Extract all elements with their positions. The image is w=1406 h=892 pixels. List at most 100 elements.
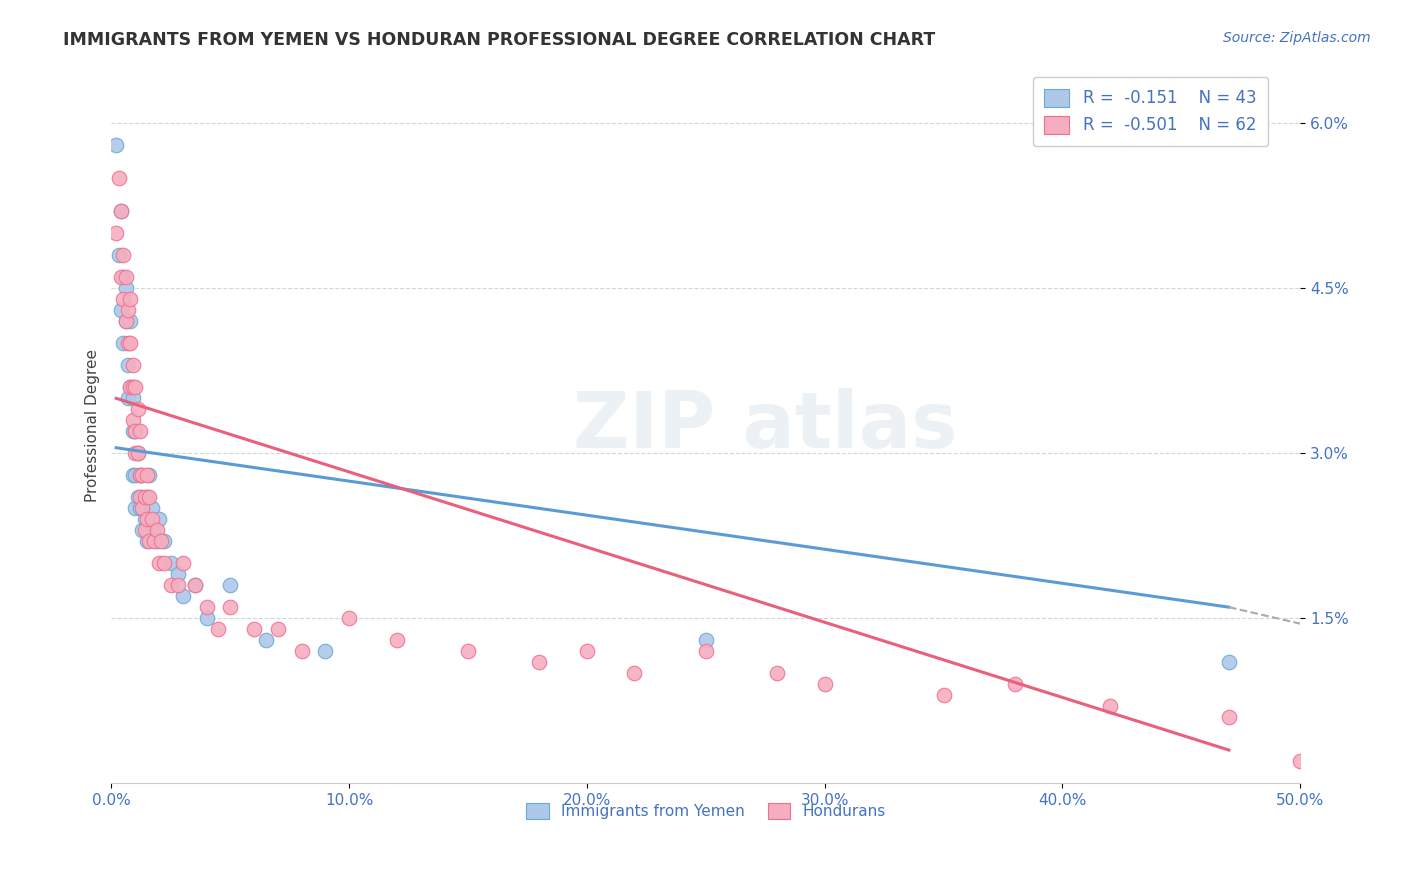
Point [1218, 655, 1240, 669]
Point [1004, 677, 1026, 691]
Point [129, 501, 152, 516]
Point [129, 424, 152, 438]
Point [124, 468, 146, 483]
Point [219, 600, 242, 615]
Point [124, 380, 146, 394]
Point [105, 227, 128, 241]
Point [623, 666, 645, 681]
Point [120, 380, 142, 394]
Point [112, 336, 135, 351]
Legend: Immigrants from Yemen, Hondurans: Immigrants from Yemen, Hondurans [520, 797, 891, 825]
Point [219, 578, 242, 592]
Point [107, 171, 129, 186]
Point [145, 523, 167, 537]
Point [121, 468, 143, 483]
Point [337, 611, 360, 625]
Point [932, 688, 955, 702]
Point [695, 644, 717, 658]
Point [207, 622, 229, 636]
Point [766, 666, 789, 681]
Point [127, 446, 149, 460]
Point [110, 270, 132, 285]
Point [127, 490, 149, 504]
Point [243, 622, 266, 636]
Point [148, 512, 170, 526]
Point [114, 281, 136, 295]
Point [134, 523, 156, 537]
Text: ZIP atlas: ZIP atlas [574, 388, 957, 464]
Point [529, 655, 551, 669]
Point [127, 446, 149, 460]
Point [107, 248, 129, 262]
Point [138, 534, 160, 549]
Point [124, 446, 146, 460]
Point [117, 336, 139, 351]
Point [195, 600, 218, 615]
Point [1289, 754, 1312, 768]
Point [120, 336, 142, 351]
Point [124, 424, 146, 438]
Point [121, 392, 143, 406]
Point [131, 501, 153, 516]
Point [141, 501, 163, 516]
Point [172, 556, 194, 570]
Point [695, 633, 717, 648]
Point [110, 204, 132, 219]
Point [124, 501, 146, 516]
Point [121, 359, 143, 373]
Point [117, 392, 139, 406]
Point [148, 556, 170, 570]
Point [195, 611, 218, 625]
Point [129, 490, 152, 504]
Point [121, 424, 143, 438]
Point [167, 578, 190, 592]
Point [121, 380, 143, 394]
Point [131, 468, 153, 483]
Point [172, 589, 194, 603]
Point [124, 424, 146, 438]
Point [134, 512, 156, 526]
Point [814, 677, 837, 691]
Point [129, 468, 152, 483]
Point [457, 644, 479, 658]
Point [145, 534, 167, 549]
Point [136, 490, 159, 504]
Point [117, 303, 139, 318]
Text: Source: ZipAtlas.com: Source: ZipAtlas.com [1223, 31, 1371, 45]
Point [291, 644, 314, 658]
Point [134, 490, 156, 504]
Point [120, 380, 142, 394]
Point [131, 490, 153, 504]
Point [575, 644, 598, 658]
Point [1218, 710, 1240, 724]
Point [114, 270, 136, 285]
Point [314, 644, 336, 658]
Point [385, 633, 408, 648]
Point [127, 402, 149, 417]
Point [136, 512, 159, 526]
Y-axis label: Professional Degree: Professional Degree [86, 350, 100, 502]
Point [183, 578, 205, 592]
Point [136, 468, 159, 483]
Point [110, 204, 132, 219]
Point [129, 468, 152, 483]
Point [112, 270, 135, 285]
Point [183, 578, 205, 592]
Point [114, 314, 136, 328]
Point [138, 468, 160, 483]
Point [160, 556, 183, 570]
Text: IMMIGRANTS FROM YEMEN VS HONDURAN PROFESSIONAL DEGREE CORRELATION CHART: IMMIGRANTS FROM YEMEN VS HONDURAN PROFES… [63, 31, 935, 49]
Point [114, 314, 136, 328]
Point [117, 359, 139, 373]
Point [112, 293, 135, 307]
Point [120, 293, 142, 307]
Point [143, 534, 166, 549]
Point [138, 490, 160, 504]
Point [167, 567, 190, 582]
Point [121, 413, 143, 427]
Point [143, 523, 166, 537]
Point [1098, 699, 1121, 714]
Point [120, 314, 142, 328]
Point [136, 534, 159, 549]
Point [141, 512, 163, 526]
